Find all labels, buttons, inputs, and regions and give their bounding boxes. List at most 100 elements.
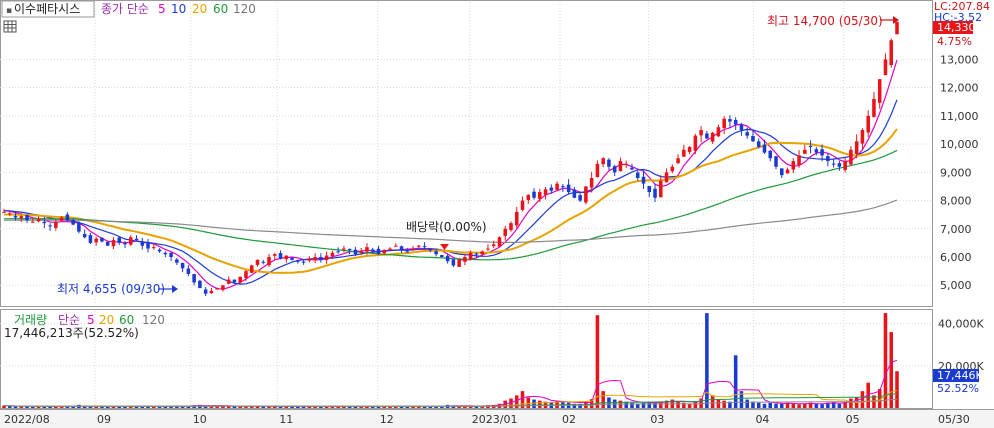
candle-body (768, 150, 773, 159)
volume-bar (209, 406, 214, 408)
volume-bar (221, 405, 225, 408)
volume-bar (319, 406, 323, 408)
candle-body (578, 195, 582, 201)
volume-bar (36, 406, 41, 408)
volume-bar (520, 391, 525, 408)
volume-bar (146, 406, 150, 408)
stock-name-box[interactable] (1, 0, 95, 18)
low-annotation: 최저 4,655 (09/30) (57, 282, 165, 296)
volume-label: 거래량 (14, 313, 47, 327)
candle-body (134, 238, 139, 241)
volume-bar (509, 398, 513, 408)
candle-body (376, 248, 381, 255)
volume-bar (54, 406, 58, 408)
volume-bar (595, 315, 600, 408)
stock-name[interactable]: 이수페타시스 (14, 2, 80, 16)
volume-bar (647, 401, 652, 408)
volume-bar (710, 395, 715, 408)
volume-bar (324, 406, 329, 408)
candle-body (146, 243, 150, 249)
candle-body (255, 259, 260, 265)
candle-body (791, 161, 796, 170)
volume-bar (123, 406, 127, 408)
volume-bar (169, 405, 173, 408)
candle-body (607, 159, 611, 167)
candle-body (538, 192, 542, 199)
price-tick-label: 5,000 (940, 279, 972, 292)
candle-body (278, 253, 283, 259)
volume-bar (180, 406, 185, 408)
candle-body (716, 127, 721, 137)
candle-body (249, 265, 254, 273)
volume-bar (405, 406, 410, 408)
candle-body (25, 215, 29, 221)
candle-body (670, 166, 675, 172)
price-ma-label: 종가 단순 (101, 2, 149, 16)
candle-body (497, 237, 502, 247)
candle-body (739, 124, 744, 131)
volume-bar (797, 404, 801, 408)
volume-bar (215, 405, 219, 408)
candle-body (687, 146, 692, 152)
volume-bar (353, 406, 358, 408)
candle-body (566, 184, 571, 193)
candle-body (503, 228, 508, 236)
volume-bar (866, 382, 870, 408)
ma-period-60: 60 (213, 2, 228, 16)
candle-body (509, 223, 513, 231)
candle-body (232, 279, 237, 283)
volume-bar (756, 402, 761, 408)
volume-value-box (933, 369, 979, 382)
x-axis-label: 02 (562, 413, 576, 426)
volume-ma-lines (3, 359, 898, 408)
volume-ma-label: 단순 (58, 313, 80, 327)
candle-body (826, 156, 830, 162)
volume-bar (31, 406, 35, 408)
volume-bar (745, 399, 749, 408)
volume-bar (635, 403, 640, 408)
candle-body (457, 259, 461, 267)
candle-body (54, 221, 58, 228)
volume-bar (814, 403, 819, 408)
candle-body (468, 252, 473, 260)
volume-bar (393, 405, 398, 408)
candle-body (849, 149, 853, 165)
price-tick-label: 11,000 (940, 110, 979, 123)
candle-body (883, 59, 888, 76)
volume-bar (370, 406, 375, 408)
volume-value-text: 17,446,213주(52.52%) (4, 326, 139, 340)
candle-body (722, 118, 726, 128)
volume-bar (2, 405, 6, 408)
candle-body (618, 161, 623, 172)
candle-body (324, 255, 329, 261)
low-arrow-icon (158, 285, 178, 293)
candle-body (831, 163, 836, 165)
candle-body (624, 163, 628, 165)
table-icon[interactable] (3, 20, 17, 33)
volume-bar (641, 402, 646, 408)
volume-bar (238, 406, 242, 408)
candle-body (19, 216, 24, 219)
volume-bar (739, 391, 744, 408)
candle-body (612, 166, 617, 173)
stock-dropdown-icon[interactable]: ▪ (6, 6, 12, 16)
price-axis-ticks: 13,000 12,000 11,000 10,000 9,000 8,000 7,000 6… (940, 53, 979, 292)
volume-bar (417, 406, 421, 408)
candle-body (843, 161, 847, 170)
candle-body (203, 289, 208, 294)
candle-body (31, 221, 35, 223)
candle-body (399, 246, 404, 250)
volume-bar (388, 406, 392, 408)
volume-pct-text: 52.52% (937, 382, 979, 395)
candle-body (595, 163, 600, 178)
candle-body (198, 280, 202, 289)
candle-body (520, 200, 525, 210)
price-tick-label: 7,000 (940, 223, 972, 236)
candle-body (163, 252, 168, 255)
candle-body (342, 248, 346, 250)
candle-body (186, 268, 191, 274)
volume-bar (877, 389, 882, 408)
volume-bar (653, 402, 657, 408)
volume-bar (538, 400, 542, 408)
